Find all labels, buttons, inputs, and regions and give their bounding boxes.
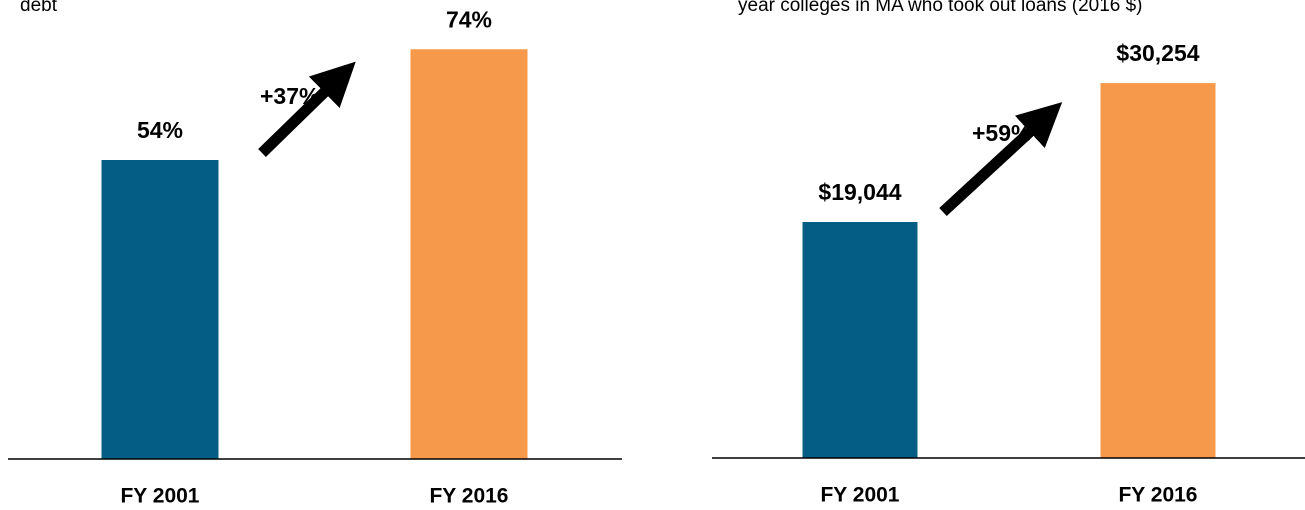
x-tick-label: FY 2016 — [429, 485, 508, 508]
arrow — [258, 61, 356, 157]
bar — [101, 160, 219, 459]
chart-title: year colleges in MA who took out loans (… — [738, 0, 1143, 16]
arrow — [939, 102, 1063, 217]
annotation: +59% — [972, 120, 1031, 146]
value-label: 74% — [446, 6, 492, 32]
value-label: 54% — [137, 117, 183, 143]
value-label: $19,044 — [818, 179, 901, 205]
chart-title: debt — [20, 0, 58, 16]
x-tick-label: FY 2016 — [1118, 484, 1197, 507]
annotation: +37% — [260, 83, 319, 109]
x-tick-label: FY 2001 — [120, 485, 199, 508]
bar — [802, 222, 918, 458]
value-label: $30,254 — [1116, 40, 1199, 66]
x-tick-label: FY 2001 — [820, 484, 899, 507]
bar — [1100, 83, 1216, 459]
bar — [410, 49, 528, 460]
